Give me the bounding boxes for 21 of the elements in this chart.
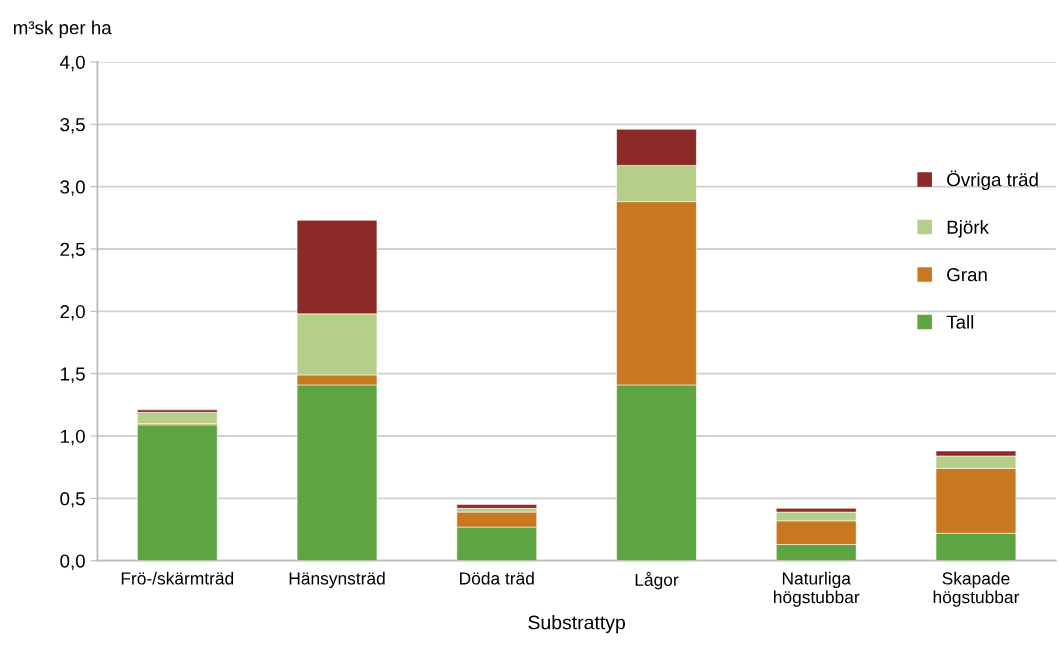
- y-tick-label: 4,0: [59, 55, 85, 72]
- y-tick-label: 3,0: [60, 180, 85, 196]
- legend-label: Tall: [946, 315, 974, 329]
- x-tick-label: Naturliga högstubbar: [774, 571, 860, 607]
- y-tick-label: 0,5: [60, 492, 85, 508]
- y-tick-label: 1,5: [60, 367, 85, 383]
- x-tick-label: Döda träd: [460, 571, 534, 585]
- y-tick-label: 2,0: [60, 305, 85, 321]
- legend-label: Övriga träd: [947, 170, 1038, 191]
- legend-label: Gran: [947, 268, 987, 282]
- y-tick-label: 3,5: [60, 117, 85, 134]
- y-tick-label: 0,0: [60, 554, 85, 570]
- x-tick-label: Skapade högstubbar: [933, 571, 1020, 607]
- x-tick-label: Lågor: [635, 571, 679, 590]
- y-tick-label: 2,5: [60, 242, 85, 259]
- legend-label: Björk: [947, 220, 989, 238]
- y-tick-label: 1,0: [60, 429, 85, 446]
- x-tick-label: Hänsynsträd: [289, 571, 385, 589]
- y-axis-title: m³sk per ha: [13, 20, 112, 39]
- x-tick-label: Frö-/skärmträd: [121, 571, 234, 585]
- x-axis-title: Substrattyp: [528, 615, 625, 634]
